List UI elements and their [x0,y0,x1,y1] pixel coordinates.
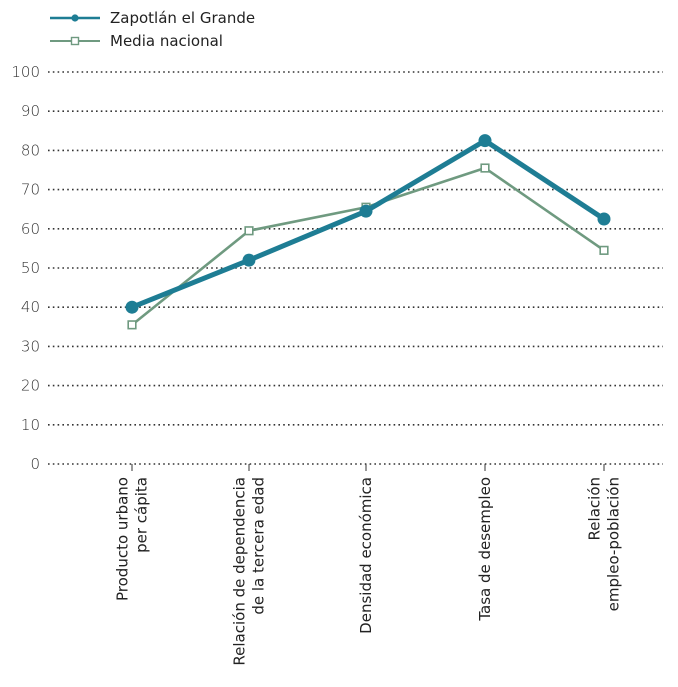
series-line [130,166,606,327]
y-tick-label: 60 [21,220,40,238]
y-tick-label: 40 [21,298,40,316]
data-point [244,226,254,236]
y-axis: 0 10 20 30 40 50 60 70 80 90 100 [11,63,40,473]
legend-marker [71,14,79,22]
gridlines [48,71,663,465]
data-point [359,204,373,218]
data-point [127,320,137,330]
y-tick-label: 90 [21,102,40,120]
y-tick-label: 80 [21,141,40,159]
x-tick-label: Densidad económica [357,477,375,634]
data-point [478,134,492,148]
y-tick-label: 70 [21,181,40,199]
legend-label: Zapotlán el Grande [110,9,255,27]
legend-label: Media nacional [110,32,223,50]
data-point [597,212,611,226]
legend: Zapotlán el Grande Media nacional [50,9,255,50]
x-tick-label: Tasa de desempleo [476,477,494,622]
x-tick-label: per cápita [133,477,151,553]
series-layer [125,134,611,330]
x-tick-label: de la tercera edad [250,477,268,615]
data-point [599,245,609,255]
series-media-nacional [127,163,609,330]
x-tick-label: empleo-población [605,477,623,611]
y-tick-label: 0 [30,455,40,473]
y-tick-label: 20 [21,377,40,395]
y-tick-label: 50 [21,259,40,277]
y-tick-label: 100 [11,63,40,81]
legend-marker [70,36,80,46]
data-point [125,300,139,314]
data-point [480,163,490,173]
x-axis: Producto urbano per cápita Relación de dep… [114,464,623,666]
x-tick-label: Relación de dependencia [231,477,249,666]
data-point [242,253,256,267]
x-tick-label: Producto urbano [114,477,132,601]
y-tick-label: 10 [21,416,40,434]
legend-item: Zapotlán el Grande [50,9,255,27]
series-zapotlan [125,134,611,314]
x-tick-label: Relación [586,477,604,540]
y-tick-label: 30 [21,337,40,355]
series-line [129,138,607,310]
legend-item: Media nacional [50,32,223,50]
